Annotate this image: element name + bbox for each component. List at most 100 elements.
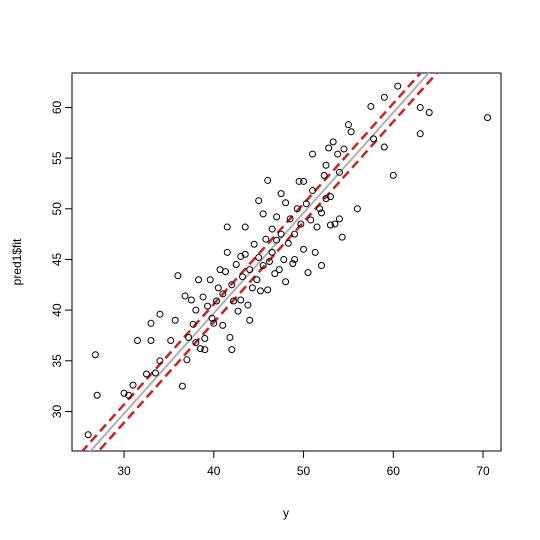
point [331,220,339,228]
point [187,296,195,304]
point [248,284,256,292]
point [416,130,424,138]
point [380,93,388,101]
point [380,143,388,151]
point [256,287,264,295]
point [189,320,197,328]
point [264,176,272,184]
point [171,316,179,324]
point [181,292,189,300]
point [147,319,155,327]
point [255,253,263,261]
y-tick-label: 40 [50,303,64,317]
point [302,200,310,208]
point [320,171,328,179]
point [195,276,203,284]
point [142,370,150,378]
y-tick-label: 45 [50,252,64,266]
y-tick-label: 55 [50,151,64,165]
point [334,150,342,158]
point [228,346,236,354]
x-tick-label: 40 [207,464,221,478]
x-axis-label: y [283,506,289,520]
point [291,255,299,263]
point [226,333,234,341]
point [311,248,319,256]
point [484,114,492,122]
point [325,144,333,152]
point [282,199,290,207]
point [273,236,281,244]
point [322,161,330,169]
point [223,248,231,256]
point [268,248,276,256]
point [300,245,308,253]
point [156,357,164,365]
point [212,297,220,305]
point [178,382,186,390]
y-tick-label: 35 [50,354,64,368]
fit-lines [80,73,439,451]
point [291,230,299,238]
point [262,235,270,243]
point [241,223,249,231]
point [221,268,229,276]
point [318,262,326,270]
point [192,306,200,314]
point [244,301,252,309]
point [204,302,212,310]
point [255,197,263,205]
y-tick-label: 30 [50,404,64,418]
point [289,260,297,268]
point [335,168,343,176]
point [156,310,164,318]
point [201,335,209,343]
point [223,223,231,231]
point [185,333,193,341]
point [120,389,128,397]
point [174,272,182,280]
point [234,307,242,315]
point [394,82,402,90]
point [206,276,214,284]
fit-line [89,73,430,451]
point [316,205,324,213]
point [286,215,294,223]
point [309,150,317,158]
fit-line [96,73,439,451]
point [300,177,308,185]
point [318,209,326,217]
x-tick-label: 70 [476,464,490,478]
point [268,225,276,233]
point [326,193,334,201]
point [230,297,238,305]
point [271,270,279,278]
point [201,346,209,354]
point [219,290,227,298]
point [273,213,281,221]
point [196,345,204,353]
point [353,205,361,213]
point [253,276,261,284]
point [147,337,155,345]
point [192,339,200,347]
y-tick-label: 60 [50,100,64,114]
point [307,216,315,224]
point [329,138,337,146]
point [91,351,99,359]
point [367,102,375,110]
point [309,187,317,195]
point [304,269,312,277]
point [275,266,283,274]
point [125,391,133,399]
point [293,205,301,213]
point [237,252,245,260]
point [297,220,305,228]
point [214,284,222,292]
x-tick-label: 60 [387,464,401,478]
point [265,257,273,265]
point [416,103,424,111]
point [259,262,267,270]
point [344,121,352,129]
